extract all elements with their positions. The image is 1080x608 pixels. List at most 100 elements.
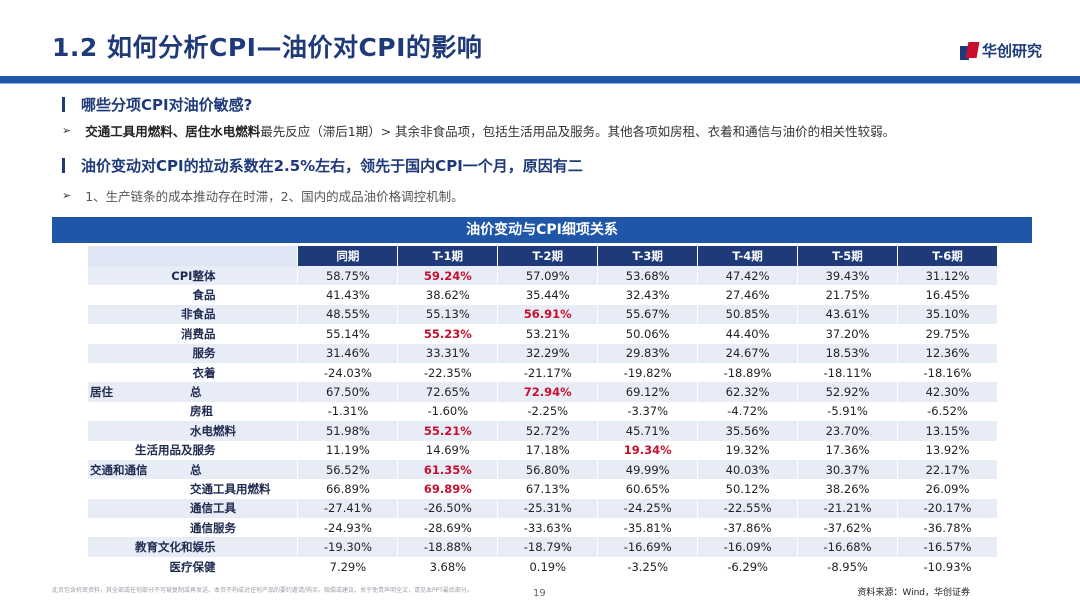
value-cell: 31.46% (297, 343, 399, 363)
table-header-cell: T-6期 (897, 246, 999, 266)
brand-logo: 华创研究 (959, 40, 1042, 61)
table-row: 服务 31.46% 33.31% 32.29% 29.83% 24.67% 18.53% 12… (88, 343, 999, 363)
value-cell: 56.91% (497, 304, 599, 325)
row-label: 房租 (88, 401, 299, 422)
value-cell: -16.69% (597, 537, 699, 557)
table-row: 交通和通信 总 56.52% 61.35% 56.80% 49.99% 40.03% 30.3… (88, 459, 999, 480)
value-cell: 12.36% (897, 343, 999, 363)
row-item-label: 交通工具用燃料 (190, 481, 271, 496)
value-cell: 50.06% (597, 324, 699, 344)
value-cell: 47.42% (697, 266, 799, 286)
value-cell: 49.99% (597, 459, 699, 480)
table-row: 医疗保健 7.29% 3.68% 0.19% -3.25% -6.29% -8.95% -10… (88, 556, 999, 577)
header-divider-accent (0, 83, 1080, 84)
table-row: 通信服务 -24.93% -28.69% -33.63% -35.81% -37.86% -… (88, 518, 999, 538)
value-cell: -36.78% (897, 518, 999, 538)
value-cell: 3.68% (397, 556, 499, 577)
value-cell: 58.75% (297, 266, 399, 286)
value-cell: 14.69% (397, 440, 499, 460)
value-cell: 51.98% (297, 421, 399, 441)
value-cell: -21.17% (497, 362, 599, 383)
value-cell: 50.12% (697, 479, 799, 499)
row-label: 生活用品及服务 (88, 440, 299, 460)
value-cell: 35.10% (897, 304, 999, 325)
heading-bar-icon (62, 158, 65, 173)
row-label: 衣着 (88, 362, 299, 383)
value-cell: -5.91% (797, 401, 898, 422)
value-cell: 37.20% (797, 324, 898, 344)
row-label: 服务 (88, 343, 299, 363)
row-item-label: 水电燃料 (190, 423, 236, 438)
value-cell: -2.25% (497, 401, 599, 422)
value-cell: -26.50% (397, 498, 499, 519)
value-cell: 53.21% (497, 324, 599, 344)
row-label: 消费品 (88, 324, 299, 344)
value-cell: 62.32% (697, 382, 799, 402)
value-cell: 13.15% (897, 421, 999, 441)
value-cell: 55.14% (297, 324, 399, 344)
section1-heading-text: 哪些分项CPI对油价敏感? (81, 96, 253, 114)
page-number: 19 (533, 588, 546, 599)
value-cell: -19.82% (597, 362, 699, 383)
table-row: 房租 -1.31% -1.60% -2.25% -3.37% -4.72% -5.91% -6… (88, 401, 999, 422)
table-row: 消费品 55.14% 55.23% 53.21% 50.06% 44.40% 37.20% 2… (88, 324, 999, 344)
table-row: 生活用品及服务 11.19% 14.69% 17.18% 19.34% 19.32% 17.… (88, 440, 999, 460)
value-cell: 40.03% (697, 459, 799, 480)
value-cell: 23.70% (797, 421, 898, 441)
row-label: CPI整体 (88, 266, 299, 286)
table-header-row: 同期 T-1期 T-2期 T-3期 T-4期 T-5期 T-6期 (88, 246, 999, 266)
value-cell: -18.88% (397, 537, 499, 557)
value-cell: 18.53% (797, 343, 898, 363)
value-cell: -20.17% (897, 498, 999, 519)
value-cell: 19.34% (597, 440, 699, 460)
table-row: CPI整体 58.75% 59.24% 57.09% 53.68% 47.42% 39.43… (88, 266, 999, 286)
value-cell: -16.57% (897, 537, 999, 557)
value-cell: 13.92% (897, 440, 999, 460)
row-label: 居住 总 (88, 382, 299, 402)
value-cell: 39.43% (797, 266, 898, 286)
logo-text: 华创研究 (981, 42, 1042, 60)
section2-bullet-text: 1、生产链条的成本推动存在时滞，2、国内的成品油价格调控机制。 (85, 189, 464, 204)
section2-bullet: ➢ 1、生产链条的成本推动存在时滞，2、国内的成品油价格调控机制。 (62, 186, 464, 205)
page-title: 1.2 如何分析CPI—油价对CPI的影响 (52, 33, 483, 62)
header-divider (0, 76, 1080, 83)
value-cell: 45.71% (597, 421, 699, 441)
value-cell: -6.29% (697, 556, 799, 577)
value-cell: 52.72% (497, 421, 599, 441)
table-row: 非食品 48.55% 55.13% 56.91% 55.67% 50.85% 43.61% 3… (88, 304, 999, 325)
row-label: 水电燃料 (88, 421, 299, 441)
value-cell: 22.17% (897, 459, 999, 480)
value-cell: 53.68% (597, 266, 699, 286)
value-cell: -37.86% (697, 518, 799, 538)
table-row: 居住 总 67.50% 72.65% 72.94% 69.12% 62.32% 52.92% 4… (88, 382, 999, 402)
row-label: 医疗保健 (88, 556, 299, 577)
row-label: 教育文化和娱乐 (88, 537, 299, 557)
value-cell: -8.95% (797, 556, 898, 577)
table-row: 交通工具用燃料 66.89% 69.89% 67.13% 60.65% 50.12% 38.… (88, 479, 999, 499)
row-item-label: 房租 (190, 404, 213, 419)
section1-bullet-bold: 交通工具用燃料、居住水电燃料 (85, 124, 261, 139)
value-cell: -28.69% (397, 518, 499, 538)
table-row: 衣着 -24.03% -22.35% -21.17% -19.82% -18.89% -18… (88, 362, 999, 383)
value-cell: -24.03% (297, 362, 399, 383)
arrow-bullet-icon: ➢ (62, 124, 72, 137)
value-cell: 66.89% (297, 479, 399, 499)
value-cell: 33.31% (397, 343, 499, 363)
value-cell: -18.11% (797, 362, 898, 383)
value-cell: -3.25% (597, 556, 699, 577)
value-cell: 43.61% (797, 304, 898, 325)
value-cell: 11.19% (297, 440, 399, 460)
value-cell: 42.30% (897, 382, 999, 402)
row-item-label: 总 (190, 385, 202, 400)
value-cell: 29.75% (897, 324, 999, 344)
value-cell: -1.60% (397, 401, 499, 422)
table-row: 通信工具 -27.41% -26.50% -25.31% -24.25% -22.55% -… (88, 498, 999, 519)
value-cell: 55.23% (397, 324, 499, 344)
value-cell: 67.50% (297, 382, 399, 402)
row-label: 非食品 (88, 304, 299, 325)
row-item-label: 总 (190, 462, 202, 477)
row-group-label: 交通和通信 (90, 462, 148, 477)
row-group-label: 居住 (90, 385, 113, 400)
value-cell: 55.21% (397, 421, 499, 441)
value-cell: -25.31% (497, 498, 599, 519)
